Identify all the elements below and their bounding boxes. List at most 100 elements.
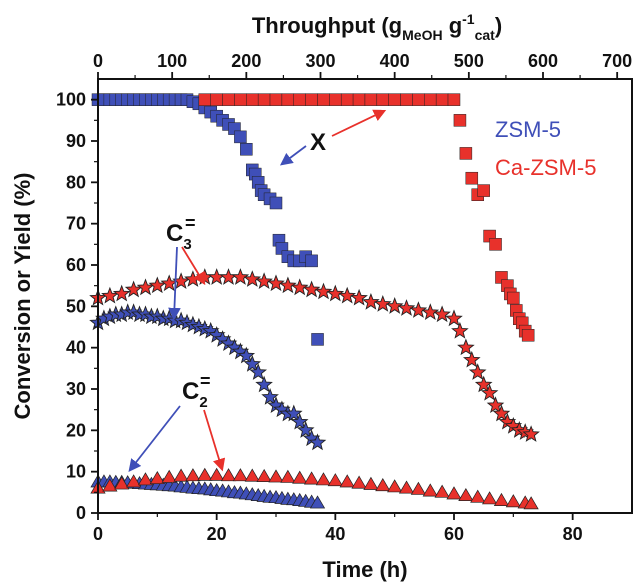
data-point-triangle [422,483,438,497]
data-point-triangle [363,476,379,490]
top-x-axis-title-sup: -1 [462,11,475,27]
data-point-triangle [458,487,474,501]
c3-sub: 3 [183,236,191,253]
data-point-triangle [375,478,391,492]
data-point-triangle [102,478,118,492]
y-tick-label: 90 [66,131,86,151]
data-point-triangle [173,468,189,482]
y-tick-label: 50 [66,296,86,316]
x-axis-title: Time (h) [322,557,407,582]
data-point-triangle [232,468,249,482]
data-point-star [474,375,493,393]
data-point-star [290,412,309,430]
data-point-triangle [398,480,415,494]
data-point-star [237,346,256,364]
y-tick-label: 30 [66,379,86,399]
data-point-square [489,238,502,251]
data-point-square [447,93,461,106]
data-point-square [305,254,318,268]
y-tick-label: 20 [66,420,86,440]
y-tick-label: 10 [66,462,86,482]
data-point-triangle [327,473,343,487]
series-x-ca-zsm-5 [198,93,535,342]
data-point-star [451,321,469,339]
top-x-axis-title-mid: g [443,13,463,38]
data-point-triangle [197,467,213,481]
y-tick-label: 60 [66,255,86,275]
data-point-triangle [137,472,154,486]
data-point-star [409,301,428,318]
data-point-square [269,196,283,210]
data-point-triangle [280,469,296,483]
data-point-square [210,93,223,106]
data-point-square [340,93,354,106]
data-point-square [352,93,366,106]
data-point-square [376,93,390,106]
data-point-star [492,404,511,422]
data-point-triangle [446,486,462,500]
data-point-star [480,383,499,401]
data-point-square [465,171,479,185]
data-point-square [240,143,253,156]
data-point-square [453,114,467,127]
top-x-axis-title-sub1: MeOH [402,27,442,43]
data-point-square [521,329,535,342]
data-point-triangle [303,471,320,485]
data-point-square [459,147,473,160]
top-x-tick-label: 600 [528,51,558,71]
plot-frame [97,78,633,514]
data-point-square [412,93,425,106]
c2-main: C [182,378,199,405]
data-point-triangle [309,495,326,509]
top-x-tick-label: 0 [93,51,103,71]
data-point-star [362,292,380,310]
data-point-square [507,291,520,305]
c2-arrow-blue [128,405,181,472]
top-x-tick-label: 100 [157,51,187,71]
legend: ZSM-5 Ca-ZSM-5 [495,117,596,180]
data-point-square [222,93,235,106]
data-point-star [101,286,119,304]
data-point-triangle [185,468,201,482]
data-point-square [477,184,490,197]
data-point-square [281,93,295,106]
top-x-tick-label: 300 [305,51,335,71]
data-point-triangle [220,468,237,482]
data-point-triangle [149,470,165,485]
x-tick-label: 60 [444,524,464,544]
data-point-star [261,388,279,405]
data-point-triangle [256,468,272,482]
top-x-tick-label: 500 [454,51,484,71]
c2-arrow-red [203,409,226,472]
c3-arrow-blue [168,246,181,321]
data-point-star [338,286,356,304]
data-point-triangle [505,494,521,508]
data-point-star [219,268,238,285]
data-point-star [243,270,262,287]
y-tick-label: 0 [76,503,86,523]
c2-label: C2 [182,378,208,411]
data-point-star [326,284,345,302]
data-point-triangle [434,484,450,498]
data-point-triangle [315,472,332,486]
y-tick-label: 100 [56,90,86,110]
data-point-square [317,93,330,106]
data-point-star [462,350,481,368]
top-x-axis-title: Throughput (gMeOH g-1cat) [252,11,502,43]
data-point-square [435,93,449,106]
data-point-square [293,93,306,106]
c3-arrow-red [181,246,206,286]
data-point-triangle [268,469,284,483]
data-point-square [311,333,324,346]
data-point-triangle [523,496,539,510]
y-tick-label: 80 [66,172,86,192]
data-point-square [234,130,247,144]
data-point-square [364,93,378,106]
axes: 0 10 20 30 40 50 60 70 80 90 100 0 20 40 60 80 0 100 200 30… [10,11,633,582]
x-tick-label: 40 [325,524,345,544]
top-x-tick-label: 200 [231,51,261,71]
data-point-star [279,276,297,294]
data-point-star [231,268,250,285]
data-point-triangle [493,492,510,506]
